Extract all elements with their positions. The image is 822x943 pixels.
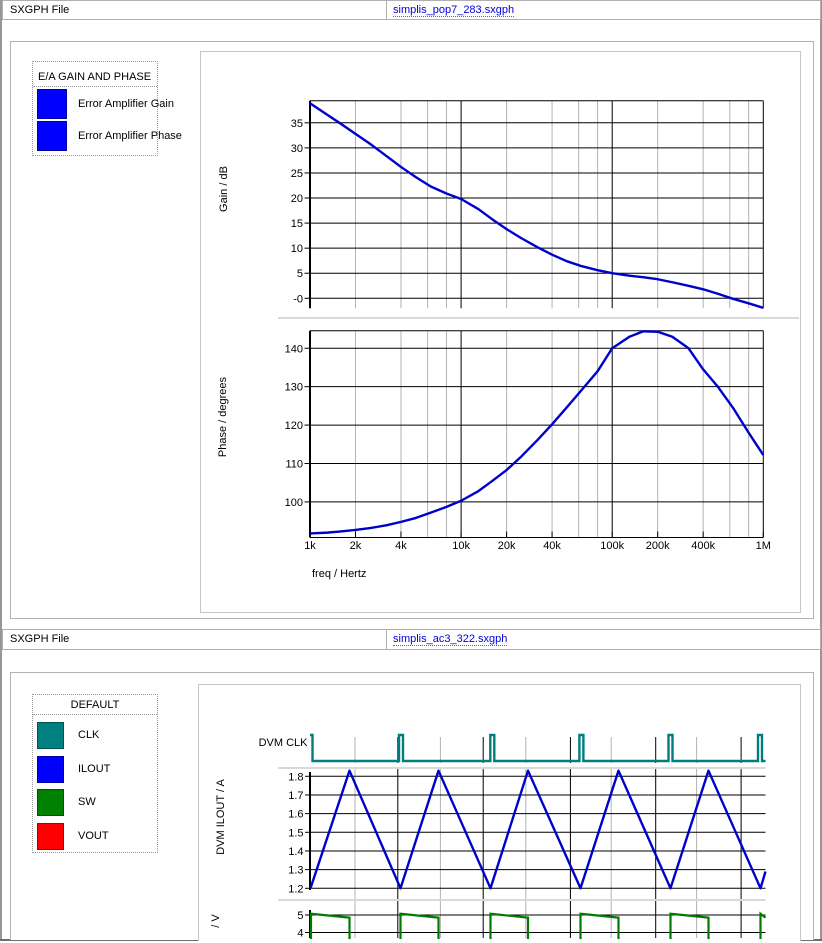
file-bar-1-link-cell: simplis_pop7_283.sxgph [389, 1, 820, 19]
phase-axis-title: Phase / degrees [217, 376, 229, 457]
gain-ytick-label: 30 [291, 143, 303, 155]
transient-chart-svg: DVM CLK 1.8 1.7 1.6 1.5 1.4 1.3 1.2 DVM ILOUT / … [210, 733, 767, 940]
xaxis-title: freq / Hertz [312, 568, 366, 580]
legend-default: DEFAULT CLK ILOUT SW VOUT [32, 694, 158, 853]
phase-ytick-label: 140 [285, 343, 303, 355]
ilout-axis-title: DVM ILOUT / A [215, 779, 227, 855]
sxgph-link-ac3[interactable]: simplis_ac3_322.sxgph [393, 633, 508, 646]
clk-trace [310, 733, 766, 763]
ilout-ytick-label: 1.7 [288, 790, 303, 802]
ilout-ytick-label: 1.8 [288, 771, 303, 783]
legend-item-label: SW [78, 796, 96, 808]
sw-ytick-label: 4 [297, 928, 303, 940]
window-border-left [0, 0, 2, 941]
graph-panel-transient: DEFAULT CLK ILOUT SW VOUT DVM CLK 1.8 1.7 1.6 1… [10, 672, 814, 941]
gain-ytick-label: -0 [293, 293, 303, 305]
ilout-ytick-label: 1.2 [288, 883, 303, 895]
legend-swatch [37, 89, 67, 119]
clk-label: DVM CLK [259, 737, 309, 749]
ilout-ytick-label: 1.4 [288, 846, 303, 858]
gain-ytick-label: 20 [291, 193, 303, 205]
xtick-label: 400k [691, 540, 715, 552]
ilout-trace [309, 769, 767, 890]
gain-ytick-label: 15 [291, 218, 303, 230]
ilout-ytick-label: 1.5 [288, 827, 303, 839]
xtick-label: 10k [452, 540, 470, 552]
sw-trace [309, 911, 767, 939]
legend-title: E/A GAIN AND PHASE [33, 62, 157, 87]
graph-panel-ac: E/A GAIN AND PHASE Error Amplifier Gain E… [10, 41, 814, 619]
gain-curve [309, 102, 764, 309]
xtick-label: 1M [756, 540, 771, 552]
gain-axis-title: Gain / dB [218, 166, 230, 212]
gain-ytick-label: 5 [297, 268, 303, 280]
legend-item-label: Error Amplifier Gain [78, 98, 174, 110]
file-bar-1: SXGPH File simplis_pop7_283.sxgph [2, 0, 821, 20]
xtick-label: 200k [646, 540, 670, 552]
legend-swatch [37, 755, 64, 783]
legend-swatch [37, 789, 64, 816]
file-bar-1-label: SXGPH File [3, 1, 387, 19]
legend-swatch [37, 121, 67, 151]
file-bar-2-label: SXGPH File [3, 630, 387, 649]
sxgph-link-pop7[interactable]: simplis_pop7_283.sxgph [393, 4, 515, 17]
chart-box-transient: DVM CLK 1.8 1.7 1.6 1.5 1.4 1.3 1.2 DVM ILOUT / … [198, 684, 801, 941]
ilout-ytick-label: 1.6 [288, 809, 303, 821]
xtick-label: 100k [600, 540, 624, 552]
phase-ytick-label: 120 [285, 420, 303, 432]
legend-swatch [37, 722, 64, 749]
legend-item-label: ILOUT [78, 762, 111, 775]
legend-item-label: CLK [78, 729, 100, 741]
sw-ytick-label: 5 [297, 910, 303, 922]
legend-title: DEFAULT [33, 695, 157, 715]
bode-chart-svg: 35 30 25 20 15 10 5 -0 Gain / dB 140 130 120 110 100 P… [217, 100, 799, 580]
legend-ea-gain-phase: E/A GAIN AND PHASE Error Amplifier Gain E… [32, 61, 182, 156]
legend-swatch [37, 822, 64, 850]
legend-item-label: VOUT [78, 829, 109, 842]
phase-curve [309, 330, 765, 535]
gain-ytick-label: 35 [291, 118, 303, 130]
window-border-right [820, 0, 822, 941]
xtick-label: 20k [498, 540, 516, 552]
gain-ytick-label: 25 [291, 168, 303, 180]
file-bar-2-link-cell: simplis_ac3_322.sxgph [389, 630, 820, 649]
legend-item-label: Error Amplifier Phase [78, 130, 182, 142]
xtick-label: 4k [395, 540, 407, 552]
phase-ytick-label: 110 [285, 458, 303, 470]
xtick-label: 2k [350, 540, 362, 552]
sw-axis-title: / V [210, 914, 222, 928]
xtick-label: 1k [304, 540, 316, 552]
chart-box-bode: 35 30 25 20 15 10 5 -0 Gain / dB 140 130 120 110 100 P… [200, 51, 801, 613]
ilout-ytick-label: 1.3 [288, 865, 303, 877]
file-bar-2: SXGPH File simplis_ac3_322.sxgph [2, 629, 821, 650]
xtick-label: 40k [543, 540, 561, 552]
phase-ytick-label: 100 [285, 497, 303, 509]
gain-ytick-label: 10 [291, 243, 303, 255]
phase-ytick-label: 130 [285, 382, 303, 394]
